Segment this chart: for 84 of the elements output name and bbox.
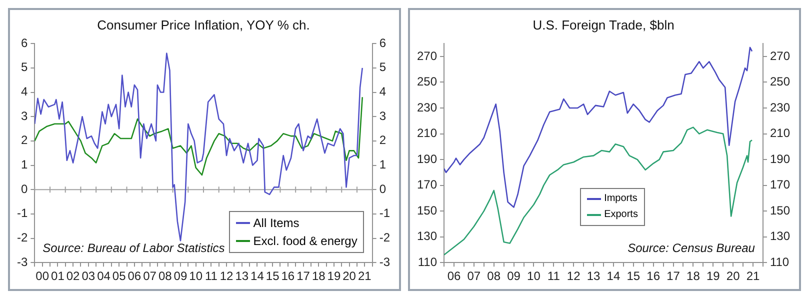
y2-tick-label: -1 <box>379 206 390 220</box>
y-tick-label: -3 <box>17 254 28 269</box>
x-tick-label: 04 <box>97 269 111 284</box>
y-tick-label: 1 <box>20 158 28 172</box>
legend-label: Imports <box>604 192 638 206</box>
x-tick-label: 13 <box>235 269 249 284</box>
y-tick-label: 170 <box>416 178 438 192</box>
x-tick-label: 14 <box>250 269 264 284</box>
x-tick-label: 21 <box>746 269 760 284</box>
y2-tick-label: 3 <box>379 108 386 123</box>
y2-tick-label: 270 <box>770 48 790 63</box>
y2-tick-label: 190 <box>770 152 790 166</box>
y-tick-label: 150 <box>416 203 438 218</box>
legend-label: All Items <box>253 214 300 232</box>
x-tick-label: 13 <box>586 269 601 284</box>
legend-label: Excl. food & energy <box>253 232 358 250</box>
y2-tick-label: 250 <box>770 74 790 89</box>
y-tick-label: 110 <box>418 254 438 269</box>
y2-tick-label: 130 <box>770 229 790 244</box>
y-tick-label: 5 <box>20 60 28 74</box>
y-tick-label: 230 <box>416 100 438 114</box>
annotation: Source: Census Bureau <box>628 240 755 255</box>
x-tick-label: 16 <box>281 269 295 284</box>
x-tick-label: 03 <box>82 269 96 284</box>
chart-title: Consumer Price Inflation, YOY % ch. <box>97 17 310 32</box>
x-tick-label: 07 <box>143 269 157 284</box>
y-tick-label: 3 <box>20 108 28 123</box>
x-tick-label: 09 <box>174 269 188 284</box>
x-tick-label: 01 <box>51 269 65 284</box>
y2-tick-label: 4 <box>379 84 386 99</box>
y2-tick-label: 110 <box>770 254 790 269</box>
x-tick-label: 15 <box>266 269 280 284</box>
legend-label: Exports <box>604 208 638 222</box>
x-tick-label: 17 <box>296 269 310 284</box>
x-tick-label: 11 <box>547 269 560 284</box>
y-tick-label: 250 <box>416 74 438 89</box>
y-tick-label: -2 <box>17 230 28 245</box>
x-tick-label: 06 <box>447 269 461 284</box>
y2-tick-label: 1 <box>379 158 386 172</box>
y2-tick-label: 170 <box>770 178 790 192</box>
x-tick-label: 19 <box>327 269 341 284</box>
x-tick-label: 02 <box>66 269 80 284</box>
x-tick-label: 10 <box>189 269 203 284</box>
x-tick-label: 08 <box>487 269 501 284</box>
y2-tick-label: 0 <box>379 182 386 196</box>
y2-tick-label: 230 <box>770 100 790 114</box>
x-tick-label: 11 <box>204 269 218 284</box>
y-tick-label: 6 <box>20 36 28 50</box>
y-tick-label: 2 <box>20 133 28 148</box>
chart-title: U.S. Foreign Trade, $bln <box>532 17 674 32</box>
x-tick-label: 14 <box>606 269 620 284</box>
x-tick-label: 18 <box>686 269 700 284</box>
x-tick-label: 20 <box>726 269 740 284</box>
y-tick-label: -1 <box>17 206 28 220</box>
x-tick-label: 05 <box>112 269 126 284</box>
y2-tick-label: 5 <box>379 60 386 74</box>
y-tick-label: 270 <box>416 48 438 63</box>
x-tick-label: 10 <box>527 269 541 284</box>
x-tick-label: 08 <box>158 269 172 284</box>
y-tick-label: 210 <box>416 126 438 140</box>
y2-tick-label: 210 <box>770 126 790 140</box>
y-tick-label: 190 <box>416 152 438 166</box>
x-tick-label: 12 <box>566 269 581 284</box>
y2-tick-label: -3 <box>379 254 390 269</box>
y2-tick-label: 2 <box>379 133 386 148</box>
y-tick-label: 0 <box>20 182 28 196</box>
x-tick-label: 20 <box>342 269 356 284</box>
x-tick-label: 18 <box>312 269 326 284</box>
y-tick-label: 4 <box>20 84 28 99</box>
x-tick-label: 21 <box>358 269 372 284</box>
y2-tick-label: 6 <box>379 36 386 50</box>
x-tick-label: 07 <box>467 269 481 284</box>
x-tick-label: 09 <box>507 269 521 284</box>
y2-tick-label: 150 <box>770 203 790 218</box>
x-tick-label: 16 <box>646 269 660 284</box>
x-tick-label: 19 <box>706 269 720 284</box>
x-tick-label: 17 <box>666 269 680 284</box>
x-tick-label: 15 <box>626 269 640 284</box>
x-tick-label: 12 <box>220 269 234 284</box>
x-tick-label: 00 <box>36 269 50 284</box>
y-tick-label: 130 <box>416 229 438 244</box>
x-tick-label: 06 <box>128 269 142 284</box>
y2-tick-label: -2 <box>379 230 390 245</box>
annotation: Source: Bureau of Labor Statistics <box>42 240 225 255</box>
